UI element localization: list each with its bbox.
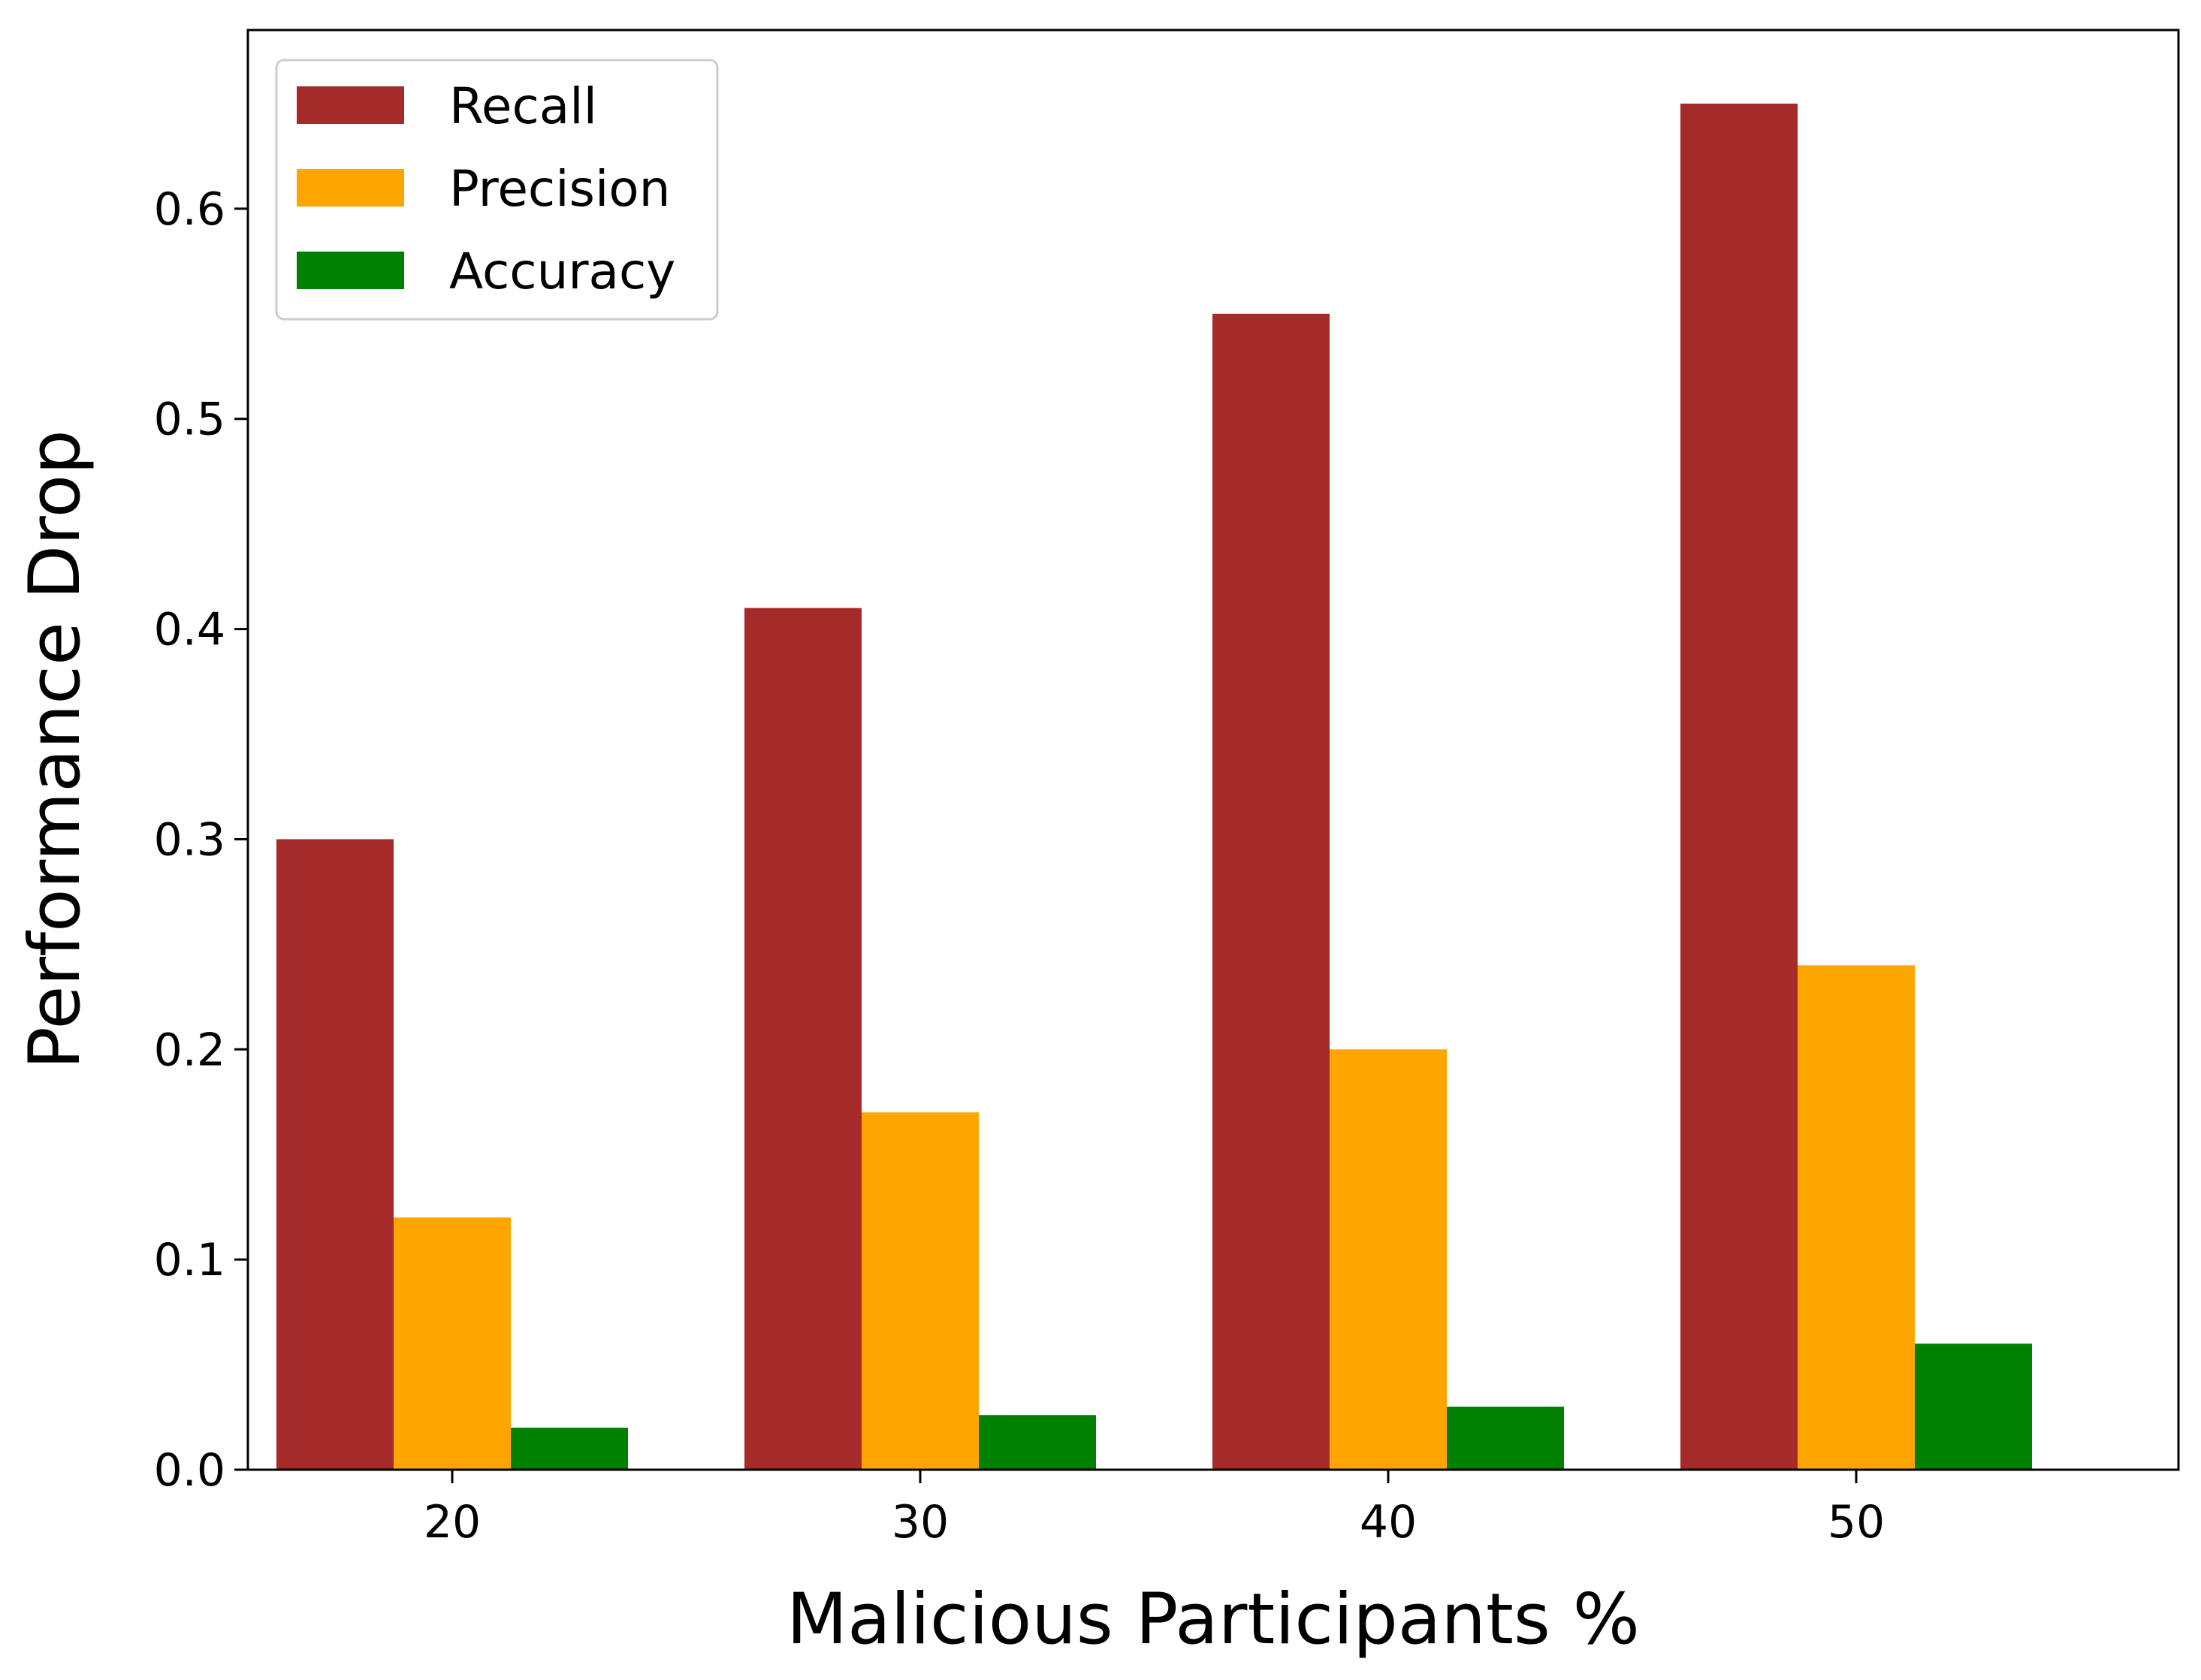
y-tick-label: 0.4 (154, 604, 225, 656)
x-tick-label: 50 (1828, 1496, 1885, 1549)
bar-accuracy-20 (511, 1428, 628, 1470)
y-tick-label: 0.5 (154, 394, 225, 446)
y-axis-ticks: 0.0 0.1 0.2 0.3 0.4 0.5 0.6 (154, 183, 248, 1497)
legend-label-precision: Precision (449, 160, 671, 218)
legend-label-recall: Recall (449, 77, 597, 135)
bar-accuracy-30 (979, 1415, 1096, 1470)
x-tick-label: 30 (892, 1496, 949, 1549)
legend-swatch-accuracy (297, 252, 404, 289)
legend-swatch-recall (297, 86, 404, 124)
plot-frame (246, 29, 2180, 1471)
bar-recall-40 (1212, 313, 1330, 1470)
bar-recall-50 (1680, 103, 1798, 1470)
bar-recall-20 (276, 839, 394, 1470)
y-tick-label: 0.1 (154, 1234, 225, 1286)
bar-accuracy-40 (1447, 1407, 1564, 1470)
legend-swatch-precision (297, 169, 404, 207)
bars-group (276, 103, 2032, 1470)
y-tick-label: 0.2 (154, 1024, 225, 1076)
legend: Recall Precision Accuracy (275, 59, 719, 321)
bar-precision-30 (862, 1112, 979, 1470)
bar-accuracy-50 (1915, 1344, 2032, 1470)
y-tick-label: 0.0 (154, 1444, 225, 1497)
x-tick-label: 40 (1360, 1496, 1417, 1549)
bar-recall-30 (744, 608, 862, 1470)
bar-precision-50 (1798, 965, 1915, 1470)
x-tick-label: 20 (424, 1496, 481, 1549)
y-tick-label: 0.6 (154, 183, 225, 236)
y-tick-label: 0.3 (154, 813, 225, 866)
y-axis-title: Performance Drop (14, 430, 96, 1069)
x-axis-ticks: 20 30 40 50 (424, 1470, 1885, 1549)
bar-precision-20 (394, 1217, 511, 1470)
bar-precision-40 (1330, 1049, 1447, 1470)
x-axis-title: Malicious Participants % (787, 1579, 1640, 1660)
legend-label-accuracy: Accuracy (449, 243, 675, 300)
